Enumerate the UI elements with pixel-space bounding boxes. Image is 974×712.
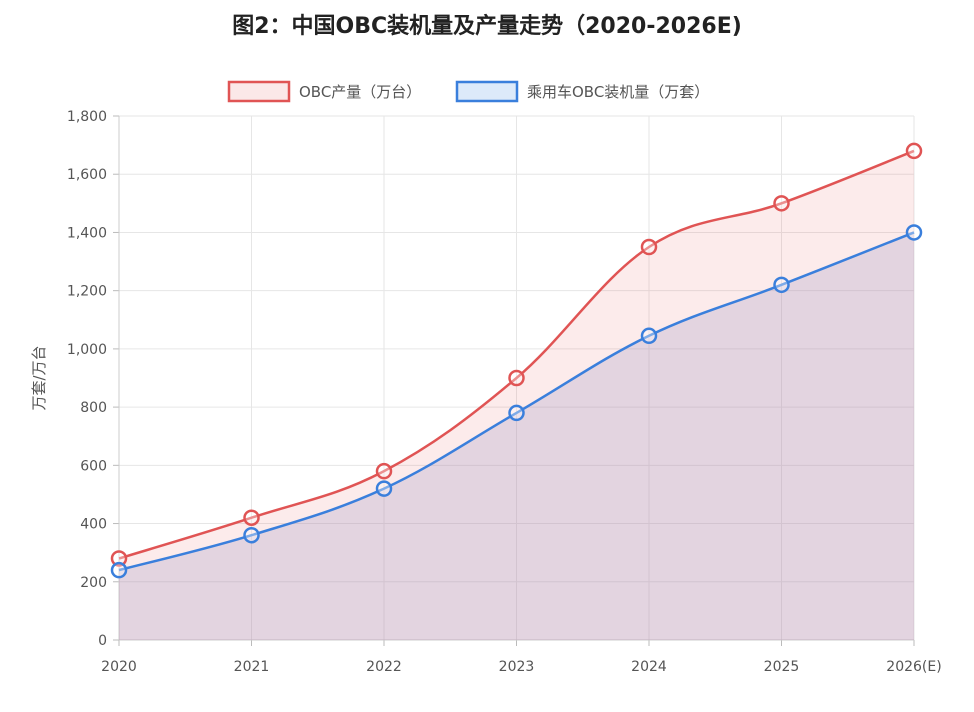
series-production-point[interactable] xyxy=(773,195,790,212)
y-tick-label: 1,800 xyxy=(67,109,107,125)
x-tick-label: 2025 xyxy=(764,659,800,675)
legend-label-production[interactable]: OBC产量（万台） xyxy=(299,83,421,101)
series-production-point[interactable] xyxy=(243,509,260,526)
x-tick-label: 2020 xyxy=(101,659,137,675)
series-installed-point[interactable] xyxy=(110,561,128,579)
series-installed-area xyxy=(119,232,914,640)
y-tick-label: 1,600 xyxy=(67,167,107,183)
y-tick-label: 1,000 xyxy=(67,342,107,358)
y-tick-label: 400 xyxy=(80,517,107,533)
series-production-point[interactable] xyxy=(375,462,393,480)
x-tick-label: 2021 xyxy=(234,659,270,675)
series-installed-point[interactable] xyxy=(508,404,525,422)
series-production-point[interactable] xyxy=(905,142,923,160)
series-installed-point[interactable] xyxy=(905,224,923,241)
legend-swatch-production[interactable] xyxy=(227,80,291,103)
series-production-point[interactable] xyxy=(508,369,525,387)
y-axis-label: 万套/万台 xyxy=(30,345,48,410)
series-installed-point[interactable] xyxy=(243,526,260,544)
y-tick-label: 1,200 xyxy=(67,284,107,300)
y-tick-label: 600 xyxy=(80,458,107,474)
legend-swatch-installed[interactable] xyxy=(455,80,519,103)
series-installed-point[interactable] xyxy=(640,327,658,345)
x-tick-label: 2022 xyxy=(366,659,402,675)
series-production-area xyxy=(119,150,914,640)
y-tick-label: 800 xyxy=(80,400,107,416)
series-installed-line xyxy=(118,231,915,572)
x-tick-label: 2023 xyxy=(499,659,535,675)
y-tick-label: 1,400 xyxy=(67,225,107,241)
series-installed-point[interactable] xyxy=(375,480,393,497)
series-production-point[interactable] xyxy=(640,238,658,256)
x-tick-label: 2026(E) xyxy=(886,659,941,675)
series-installed-point[interactable] xyxy=(773,276,790,294)
chart-title: 图2：中国OBC装机量及产量走势（2020-2026E) xyxy=(232,14,742,39)
y-tick-label: 200 xyxy=(80,575,107,591)
series-production-point[interactable] xyxy=(110,550,128,567)
series-production-line xyxy=(118,149,915,560)
legend-label-installed[interactable]: 乘用车OBC装机量（万套） xyxy=(527,83,709,101)
x-tick-label: 2024 xyxy=(631,659,667,675)
y-tick-label: 0 xyxy=(98,633,107,649)
